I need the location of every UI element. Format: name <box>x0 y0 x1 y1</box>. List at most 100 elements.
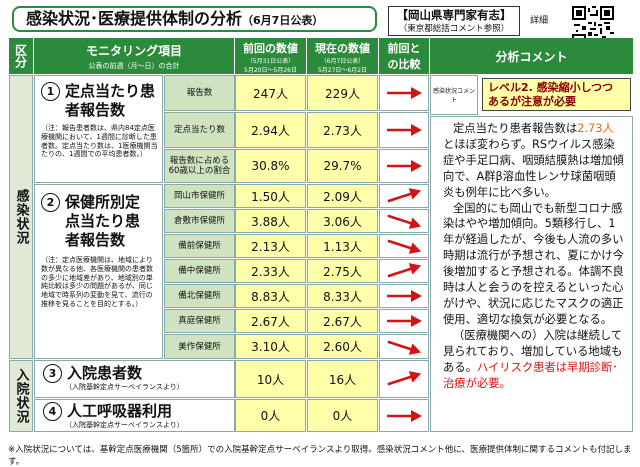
row-curr-value: 3.06人 <box>307 209 378 233</box>
section-hospital-text: 入院状況 <box>13 368 29 424</box>
row-compare-cell <box>379 259 429 283</box>
row-label: 報告数 <box>164 75 235 111</box>
header-compare: 前回との比較 <box>379 38 429 74</box>
arrow-icon <box>387 87 422 99</box>
item-1-label: 定点当たり患者報告数 <box>65 82 156 119</box>
comment-level-label-cell: 感染状況コメント <box>430 75 478 115</box>
arrow-icon <box>387 315 422 327</box>
row-label: 倉敷市保健所 <box>164 209 235 233</box>
row-label: 報告数に占める60歳以上の割合 <box>164 149 235 183</box>
row-compare-cell <box>379 184 429 208</box>
section-infection-text: 感染状況 <box>13 189 29 245</box>
row-compare-cell <box>379 149 429 183</box>
row-prev-value: 8.83人 <box>235 284 306 308</box>
row-label: 真庭保健所 <box>164 309 235 333</box>
item-1-title: 1 定点当たり患者報告数 <box>41 82 158 120</box>
header-prev-sub2: 5月20日～5月26日 <box>244 67 297 74</box>
row-compare-cell <box>379 112 429 148</box>
row-prev-value: 247人 <box>235 75 306 111</box>
arrow-icon <box>387 263 422 278</box>
row-prev-value: 1.50人 <box>235 184 306 208</box>
comment-p1-highlight: 2.73人 <box>577 122 614 135</box>
item-4-note: （入院基幹定点サーベイランスより） <box>65 421 184 429</box>
arrow-icon <box>387 340 422 355</box>
expert-name: 【岡山県専門家有志】 <box>396 8 512 22</box>
section-infection: 感染状況 <box>9 75 33 359</box>
item-4: 4 人工呼吸器利用 （入院基幹定点サーベイランスより） <box>34 399 235 432</box>
item-3-note: （入院基幹定点サーベイランスより） <box>65 383 184 391</box>
expert-note: （東京都総括コメント参照） <box>398 24 510 34</box>
header-curr: 現在の数値 （6月7日公表） 5月27日～6月2日 <box>307 38 378 74</box>
arrow-icon <box>387 214 422 229</box>
item-2-title: 2 保健所別定点当たり患者報告数 <box>41 193 158 250</box>
comment-level-label: 感染状況コメント <box>432 88 475 104</box>
row-prev-value: 3.88人 <box>235 209 306 233</box>
comment-paragraph-2: 全国的にも岡山でも新型コロナ感染はやや増加傾向。5類移行し、1年が経過したが、今… <box>443 201 624 326</box>
detail-label: 詳細 <box>530 16 549 26</box>
comment-level-line2: あるが注意が必要 <box>488 95 576 108</box>
item-1: 1 定点当たり患者報告数 （注：報告患者数は、県内84定点医療機関において、1週… <box>34 75 163 183</box>
header-curr-sub2: 5月27日～6月2日 <box>317 67 368 74</box>
title-text: 感染状況･医療提供体制の分析 <box>26 9 243 28</box>
title-date: （6月7日公表） <box>242 14 324 27</box>
row-prev-value: 3.10人 <box>235 334 306 359</box>
row-prev-value: 30.8% <box>235 149 306 183</box>
header-prev: 前回の数値 （5月31日公表） 5月20日～5月26日 <box>235 38 306 74</box>
footnote: ※入院状況については、基幹定点医療機関（5箇所）での入院基幹定点サーベイランスよ… <box>8 445 632 467</box>
row-compare-cell <box>379 309 429 333</box>
row-curr-value: 16人 <box>307 360 378 398</box>
row-label: 定点当たり数 <box>164 112 235 148</box>
header-item-sub: 公表の前週（月～日）の合計 <box>88 62 180 70</box>
row-curr-value: 1.13人 <box>307 234 378 258</box>
item-1-note: （注：報告患者数は、県内84定点医療機関において、1週間に診断した患者数。定点当… <box>41 124 158 159</box>
comment-paragraph-1: 定点当たり患者報告数は2.73人とほぼ変わらず。RSウイルス感染症や手足口病、咽… <box>443 121 624 201</box>
header-kubun: 区分 <box>9 38 33 74</box>
row-prev-value: 2.13人 <box>235 234 306 258</box>
item-2-number: 2 <box>41 193 60 212</box>
row-label: 備前保健所 <box>164 234 235 258</box>
arrow-icon <box>387 160 422 172</box>
section-hospital: 入院状況 <box>9 360 33 432</box>
comment-p1-b: とほぼ変わらず。RSウイルス感染症や手足口病、咽頭結膜熱は増加傾向で、A群β溶血… <box>443 137 624 199</box>
item-2: 2 保健所別定点当たり患者報告数 （注：定点医療機関は、地域により数が異なる他、… <box>34 184 163 359</box>
row-compare-cell <box>379 334 429 359</box>
row-label: 美作保健所 <box>164 334 235 359</box>
item-3-label: 入院患者数 <box>67 364 143 382</box>
row-label: 備中保健所 <box>164 259 235 283</box>
row-compare-cell <box>379 234 429 258</box>
row-curr-value: 2.75人 <box>307 259 378 283</box>
item-4-number: 4 <box>43 402 62 421</box>
row-prev-value: 2.94人 <box>235 112 306 148</box>
row-curr-value: 29.7% <box>307 149 378 183</box>
comment-p3-a: （医療機関への）入院は継続して見られており、増加している地域もある。 <box>443 328 623 374</box>
row-compare-cell <box>379 75 429 111</box>
header-prev-text: 前回の数値 <box>243 42 298 55</box>
row-curr-value: 229人 <box>307 75 378 111</box>
row-compare-cell <box>379 399 429 432</box>
header-compare-text: 前回との比較 <box>387 42 421 71</box>
row-label: 岡山市保健所 <box>164 184 235 208</box>
item-3: 3 入院患者数 （入院基幹定点サーベイランスより） <box>34 360 235 398</box>
item-4-title: 4 人工呼吸器利用 <box>43 402 230 421</box>
item-2-label: 保健所別定点当たり患者報告数 <box>65 193 141 249</box>
item-3-title: 3 入院患者数 <box>43 364 230 383</box>
comment-p3-highlight: ハイリスク患者は早期診断･治療が必要。 <box>443 360 618 390</box>
row-curr-value: 2.73人 <box>307 112 378 148</box>
row-curr-value: 2.09人 <box>307 184 378 208</box>
row-label: 備北保健所 <box>164 284 235 308</box>
header-analysis: 分析コメント <box>430 38 633 74</box>
header-item-text: モニタリング項目 <box>85 44 182 58</box>
comment-p1-a: 定点当たり患者報告数は <box>453 122 578 135</box>
arrow-icon <box>387 290 422 302</box>
page-title: 感染状況･医療提供体制の分析（6月7日公表） <box>12 6 377 32</box>
row-prev-value: 10人 <box>235 360 306 398</box>
row-curr-value: 0人 <box>307 399 378 432</box>
arrow-icon <box>387 188 422 203</box>
row-compare-cell <box>379 360 429 398</box>
comment-level-box: レベル2. 感染縮小しつつ あるが注意が必要 <box>482 78 631 111</box>
item-3-number: 3 <box>43 364 62 383</box>
arrow-icon <box>387 371 422 386</box>
item-1-number: 1 <box>41 82 60 101</box>
row-compare-cell <box>379 284 429 308</box>
header-curr-sub1: （6月7日公表） <box>320 58 365 65</box>
